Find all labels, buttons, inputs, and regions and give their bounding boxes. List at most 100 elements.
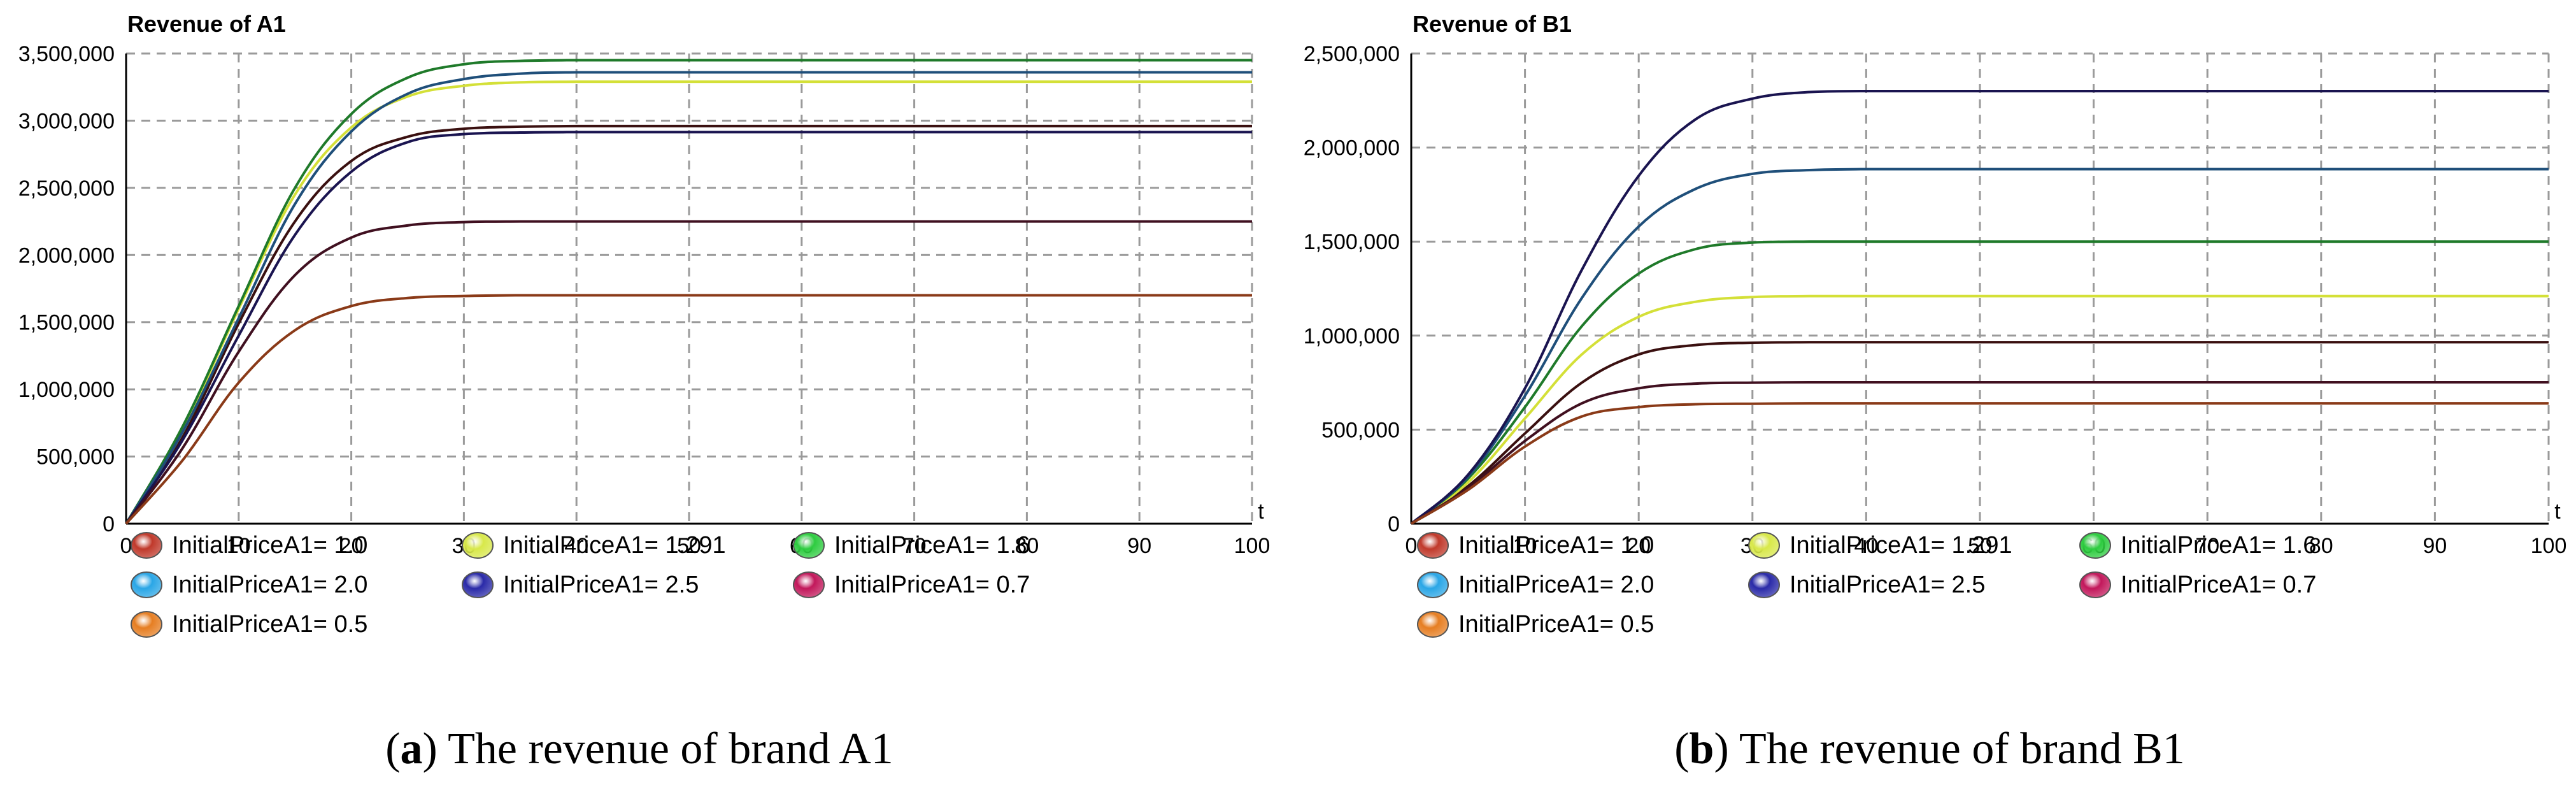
- x-axis-label: t: [2554, 499, 2561, 524]
- grid: [126, 52, 1253, 524]
- legend-swatch: [131, 532, 162, 559]
- y-tick-label: 1,000,000: [18, 378, 115, 402]
- series-line-1: [1410, 341, 2549, 525]
- caption-paren: (: [385, 724, 400, 773]
- legend-label: InitialPriceA1= 0.5: [172, 611, 367, 638]
- legend-swatch: [1748, 532, 1780, 559]
- legend-swatch: [131, 611, 162, 638]
- x-tick-label: 40: [1854, 534, 1878, 558]
- series-line-5: [125, 131, 1252, 525]
- caption-a1: (a) The revenue of brand A1: [385, 724, 893, 773]
- y-tick-label: 1,500,000: [18, 311, 115, 335]
- x-tick-label: 10: [1513, 534, 1537, 558]
- legend-item: InitialPriceA1= 2.0: [1417, 571, 1654, 598]
- legend-swatch: [131, 571, 162, 598]
- legend-label: InitialPriceA1= 1.291: [503, 532, 726, 559]
- series-line-6: [125, 220, 1252, 525]
- y-tick-label: 1,500,000: [1304, 230, 1400, 254]
- series-line-6: [1410, 380, 2549, 525]
- caption-b1: (b) The revenue of brand B1: [1674, 724, 2185, 773]
- legend-swatch: [1748, 571, 1780, 598]
- legend-swatch: [462, 571, 494, 598]
- legend-item: InitialPriceA1= 1.6: [2079, 532, 2316, 559]
- x-tick-label: 50: [1968, 534, 1992, 558]
- y-tick-label: 500,000: [36, 445, 115, 470]
- series-line-3: [125, 59, 1252, 525]
- x-tick-label: 40: [564, 534, 588, 558]
- x-tick-label: 90: [2423, 534, 2447, 558]
- legend-swatch: [793, 571, 825, 598]
- x-tick-label: 20: [1626, 534, 1651, 558]
- grid: [1411, 52, 2550, 524]
- caption-paren: ): [1714, 724, 1728, 773]
- x-tick-label: 0: [1405, 534, 1418, 558]
- legend-label: InitialPriceA1= 1.0: [172, 532, 367, 559]
- legend-swatch: [462, 532, 494, 559]
- caption-paren: (: [1674, 724, 1689, 773]
- y-tick-label: 0: [1388, 512, 1400, 536]
- y-tick-label: 2,000,000: [18, 243, 115, 268]
- legend-swatch: [1417, 611, 1449, 638]
- y-tick-label: 2,500,000: [1304, 42, 1400, 66]
- caption-text: The revenue of brand A1: [438, 724, 893, 773]
- series-line-3: [1410, 240, 2549, 525]
- series-lines: [1410, 89, 2549, 525]
- legend-label: InitialPriceA1= 2.0: [172, 571, 367, 598]
- y-tick-label: 2,500,000: [18, 176, 115, 201]
- legend-label: InitialPriceA1= 0.7: [2121, 571, 2316, 598]
- y-tick-label: 0: [103, 512, 115, 536]
- legend-item: InitialPriceA1= 1.0: [1417, 532, 1654, 559]
- legend-swatch: [793, 532, 825, 559]
- legend-label: InitialPriceA1= 1.291: [1790, 532, 2012, 559]
- x-tick-label: 80: [2309, 534, 2333, 558]
- legend-item: InitialPriceA1= 1.291: [1748, 532, 2012, 559]
- x-tick-label: 0: [120, 534, 132, 558]
- caption-letter: a: [401, 724, 423, 773]
- chart-title: Revenue of B1: [1413, 11, 1572, 37]
- legend-label: InitialPriceA1= 2.0: [1458, 571, 1654, 598]
- x-tick-label: 100: [1234, 534, 1270, 558]
- y-tick-label: 2,000,000: [1304, 136, 1400, 161]
- caption-text: The revenue of brand B1: [1729, 724, 2185, 773]
- legend-swatch: [2079, 571, 2111, 598]
- x-axis-label: t: [1258, 499, 1264, 524]
- x-tick-label: 80: [1014, 534, 1039, 558]
- chart-a1: Revenue of A1 0 500,000 1,000,000 1,500,000 2…: [18, 11, 1270, 638]
- legend-item: InitialPriceA1= 0.5: [1417, 611, 1654, 638]
- legend-label: InitialPriceA1= 1.0: [1458, 532, 1654, 559]
- legend-item: InitialPriceA1= 0.7: [2079, 571, 2316, 598]
- legend: InitialPriceA1= 1.0 InitialPriceA1= 1.291…: [1417, 532, 2316, 638]
- legend-label: InitialPriceA1= 2.5: [503, 571, 699, 598]
- series-line-7: [125, 294, 1252, 525]
- x-tick-label: 100: [2531, 534, 2567, 558]
- y-tick-label: 3,500,000: [18, 42, 115, 66]
- legend-swatch: [1417, 532, 1449, 559]
- series-line-2: [1410, 294, 2549, 525]
- legend-label: InitialPriceA1= 0.5: [1458, 611, 1654, 638]
- legend-label: InitialPriceA1= 0.7: [834, 571, 1030, 598]
- legend-label: InitialPriceA1= 1.6: [834, 532, 1030, 559]
- legend-item: InitialPriceA1= 1.291: [462, 532, 726, 559]
- series-line-4: [125, 71, 1252, 525]
- legend-swatch: [2079, 532, 2111, 559]
- legend-item: InitialPriceA1= 2.5: [1748, 571, 1985, 598]
- legend-label: InitialPriceA1= 1.6: [2121, 532, 2316, 559]
- legend-label: InitialPriceA1= 2.5: [1790, 571, 1985, 598]
- y-tick-label: 500,000: [1321, 418, 1400, 442]
- legend-swatch: [1417, 571, 1449, 598]
- series-line-1: [125, 124, 1252, 525]
- legend-item: InitialPriceA1= 2.5: [462, 571, 699, 598]
- legend: InitialPriceA1= 1.0 InitialPriceA1= 1.291…: [131, 532, 1030, 638]
- series-line-7: [1410, 402, 2549, 525]
- legend-item: InitialPriceA1= 2.0: [131, 571, 367, 598]
- caption-paren: ): [423, 724, 438, 773]
- caption-letter: b: [1690, 724, 1714, 773]
- y-tick-label: 1,000,000: [1304, 324, 1400, 348]
- x-tick-label: 10: [227, 534, 251, 558]
- chart-b1: Revenue of B1 0 500,000 1,000,000 1,500,000 2…: [1304, 11, 2567, 638]
- x-tick-label: 50: [677, 534, 701, 558]
- legend-item: InitialPriceA1= 0.7: [793, 571, 1030, 598]
- x-tick-label: 20: [339, 534, 364, 558]
- y-tick-label: 3,000,000: [18, 109, 115, 133]
